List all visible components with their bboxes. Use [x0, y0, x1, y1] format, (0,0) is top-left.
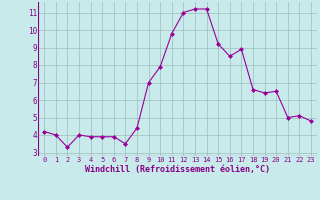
X-axis label: Windchill (Refroidissement éolien,°C): Windchill (Refroidissement éolien,°C): [85, 165, 270, 174]
